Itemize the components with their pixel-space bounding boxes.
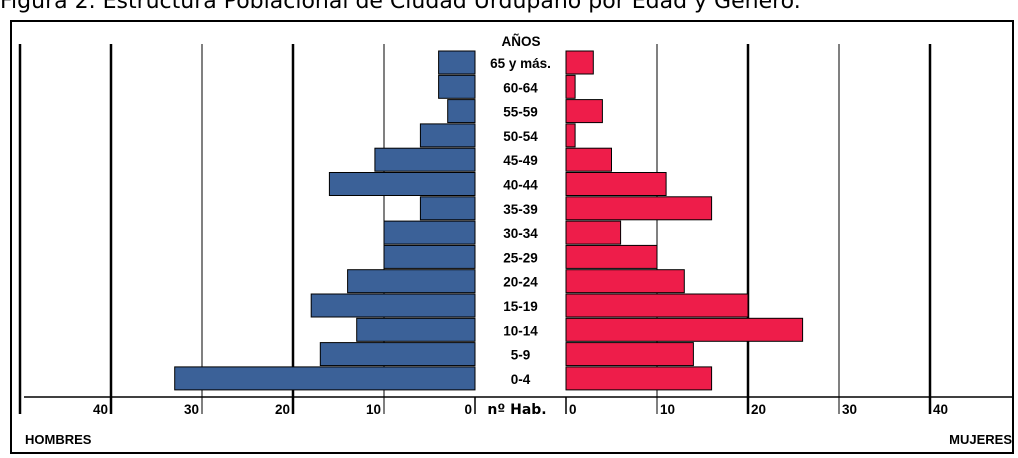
x-axis-title: nº Hab. — [487, 402, 546, 418]
tick-label-right: 30 — [842, 402, 857, 417]
bar-male-1 — [438, 74, 476, 99]
bar-female-13 — [565, 366, 713, 391]
age-labels: 65 y más. 60-64 55-59 50-54 45-49 40-44 35-39 3… — [490, 56, 551, 387]
left-label-hombres: HOMBRES — [25, 432, 92, 447]
age-label: 50-54 — [503, 129, 538, 144]
age-label: 40-44 — [503, 178, 538, 193]
bar-female-9 — [565, 269, 685, 294]
bar-male-10 — [310, 293, 476, 318]
tick-label-left: 30 — [184, 402, 199, 417]
tick-label-right: 0 — [569, 402, 577, 417]
bar-male-9 — [347, 269, 476, 294]
chart-frame — [10, 20, 1014, 454]
tick-labels: 40 30 20 10 0 0 10 20 30 40 — [93, 402, 948, 417]
bar-female-11 — [565, 317, 804, 342]
age-label: 5-9 — [511, 348, 531, 363]
male-bars — [174, 50, 476, 391]
tick-label-left: 40 — [93, 402, 108, 417]
age-label: 45-49 — [503, 153, 538, 168]
age-label: 30-34 — [503, 226, 538, 241]
bar-male-4 — [374, 147, 476, 172]
tick-label-left: 20 — [275, 402, 290, 417]
bar-female-7 — [565, 220, 622, 245]
tick-label-left: 10 — [366, 402, 381, 417]
bar-male-8 — [383, 244, 476, 269]
female-bars — [565, 50, 804, 391]
bar-male-3 — [419, 123, 476, 148]
figure-title: Figura 2. Estructura Poblacional de Ciud… — [0, 0, 801, 14]
y-axis-title: AÑOS — [501, 34, 540, 49]
grid-lines — [18, 44, 932, 414]
age-label: 15-19 — [503, 299, 538, 314]
bar-male-6 — [419, 196, 476, 221]
bar-male-0 — [438, 50, 476, 75]
bar-female-5 — [565, 172, 667, 196]
bar-female-0 — [565, 50, 594, 75]
right-label-mujeres: MUJERES — [949, 432, 1012, 447]
bar-female-10 — [565, 293, 749, 318]
age-label: 55-59 — [503, 105, 538, 120]
bar-female-3 — [565, 123, 576, 148]
bar-male-12 — [319, 342, 476, 367]
bar-female-1 — [565, 74, 576, 99]
age-label: 65 y más. — [490, 56, 551, 71]
bar-female-8 — [565, 244, 658, 269]
age-label: 20-24 — [503, 275, 538, 290]
bar-male-2 — [447, 99, 476, 124]
bar-male-5 — [328, 172, 476, 196]
age-label: 10-14 — [503, 323, 538, 338]
bar-male-11 — [356, 317, 476, 342]
bar-male-7 — [383, 220, 476, 245]
tick-label-right: 20 — [751, 402, 766, 417]
bar-female-2 — [565, 99, 603, 124]
age-label: 0-4 — [511, 372, 531, 387]
bar-female-12 — [565, 342, 694, 367]
tick-label-right: 10 — [660, 402, 675, 417]
bar-female-4 — [565, 147, 612, 172]
age-label: 35-39 — [503, 202, 538, 217]
tick-label-left: 0 — [464, 402, 472, 417]
age-label: 60-64 — [503, 80, 538, 95]
tick-label-right: 40 — [933, 402, 948, 417]
bar-female-6 — [565, 196, 713, 221]
bar-male-13 — [174, 366, 476, 391]
age-label: 25-29 — [503, 250, 538, 265]
